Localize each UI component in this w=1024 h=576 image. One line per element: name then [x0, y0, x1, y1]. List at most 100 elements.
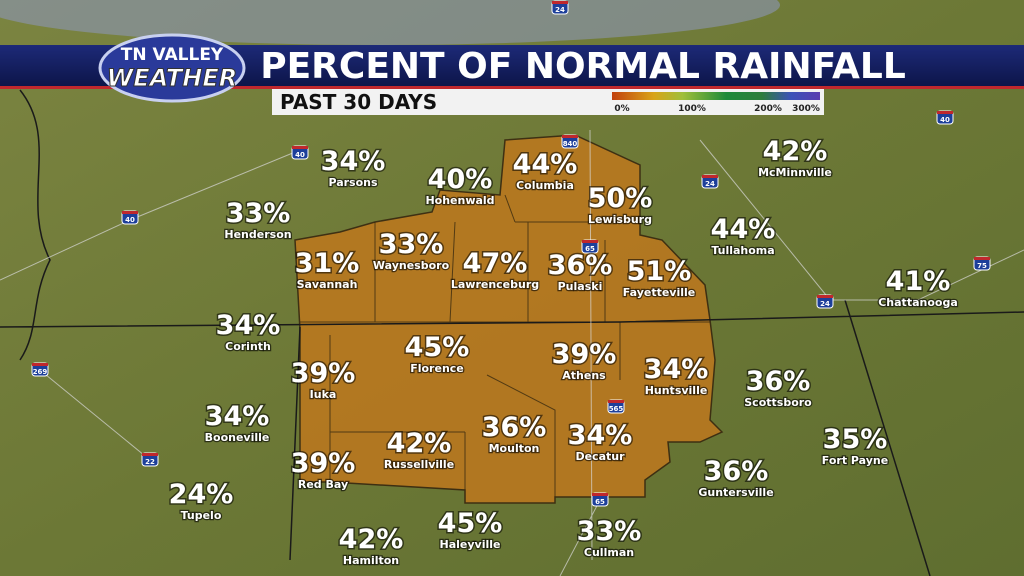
highway-number: 75 — [977, 262, 987, 270]
city-name: Lawrenceburg — [451, 278, 539, 291]
city-value: 47% — [463, 248, 528, 279]
city-name: Cullman — [584, 546, 634, 559]
city-value: 41% — [886, 266, 951, 297]
highway-number: 840 — [563, 140, 578, 148]
city-name: Florence — [410, 362, 464, 375]
legend-tick: 200% — [754, 104, 782, 114]
city-value: 50% — [588, 183, 653, 214]
highway-number: 40 — [125, 216, 135, 224]
highway-number: 24 — [820, 300, 830, 308]
city-value: 31% — [295, 248, 360, 279]
city-name: Haleyville — [440, 538, 501, 551]
legend-tick: 300% — [792, 104, 820, 114]
highway-shield-top — [608, 400, 624, 403]
city-name: Waynesboro — [373, 259, 450, 272]
state-lines — [0, 89, 1024, 576]
highway-number: 65 — [595, 498, 605, 506]
city-name: Hamilton — [343, 554, 399, 567]
legend-tick: 0% — [614, 104, 629, 114]
city-name: Tullahoma — [711, 244, 774, 257]
city-value: 34% — [644, 354, 709, 385]
city-value: 33% — [577, 516, 642, 547]
highway-shield-top — [562, 135, 578, 138]
highway-number: 24 — [705, 180, 715, 188]
city-name: Chattanooga — [878, 296, 958, 309]
subtitle: PAST 30 DAYS — [280, 90, 437, 114]
cloud-area — [0, 0, 780, 45]
highway-shield-top — [292, 146, 308, 149]
city-name: Savannah — [297, 278, 358, 291]
city-value: 39% — [552, 339, 617, 370]
highway-shield-top — [592, 493, 608, 496]
city-value: 44% — [711, 214, 776, 245]
highway-shield-top — [817, 295, 833, 298]
city-value: 34% — [205, 401, 270, 432]
highway-number: 22 — [145, 458, 155, 466]
city-name: Booneville — [205, 431, 270, 444]
city-name: Decatur — [575, 450, 625, 463]
city-value: 34% — [568, 420, 633, 451]
highway-number: 565 — [609, 405, 624, 413]
highway-shield-top — [552, 1, 568, 4]
city-name: Parsons — [328, 176, 378, 189]
highway-number: 65 — [585, 245, 595, 253]
city-name: Columbia — [516, 179, 574, 192]
city-name: Corinth — [225, 340, 271, 353]
highway-shield-top — [702, 175, 718, 178]
highway-shield-top — [122, 211, 138, 214]
legend-tick: 100% — [678, 104, 706, 114]
legend: 0% 100% 200% 300% — [614, 104, 820, 114]
city-name: Hohenwald — [425, 194, 494, 207]
city-name: Russellville — [384, 458, 454, 471]
city-name: Fort Payne — [822, 454, 888, 467]
highway-shield-top — [937, 111, 953, 114]
city-value: 39% — [291, 358, 356, 389]
city-name: Athens — [562, 369, 606, 382]
city-value: 39% — [291, 448, 356, 479]
city-value: 35% — [823, 424, 888, 455]
city-value: 42% — [763, 136, 828, 167]
city-value: 36% — [746, 366, 811, 397]
city-value: 24% — [169, 479, 234, 510]
city-value: 36% — [482, 412, 547, 443]
city-name: Scottsboro — [744, 396, 812, 409]
city-name: Moulton — [489, 442, 540, 455]
city-value: 51% — [627, 256, 692, 287]
logo-line2: WEATHER — [107, 64, 237, 92]
highway-shield-top — [974, 257, 990, 260]
highway-shield-top — [582, 240, 598, 243]
city-value: 33% — [379, 229, 444, 260]
city-name: Huntsville — [645, 384, 708, 397]
highway-number: 24 — [555, 6, 565, 14]
city-value: 40% — [428, 164, 493, 195]
city-name: Fayetteville — [623, 286, 696, 299]
title: PERCENT OF NORMAL RAINFALL — [260, 46, 906, 87]
city-value: 33% — [226, 198, 291, 229]
legend-scale — [612, 92, 820, 100]
highway-shield-top — [142, 453, 158, 456]
highway-number: 40 — [940, 116, 950, 124]
city-value: 42% — [387, 428, 452, 459]
highway-shields: 840 40 40 24 24 65 565 65 22 269 75 40 24 — [31, 0, 991, 507]
city-name: Lewisburg — [588, 213, 652, 226]
logo-line1: TN VALLEY — [121, 45, 224, 65]
city-name: Henderson — [224, 228, 291, 241]
logo — [98, 33, 246, 103]
highway-shield-top — [32, 363, 48, 366]
city-name: Tupelo — [181, 509, 222, 522]
city-value: 36% — [548, 250, 613, 281]
city-name: Red Bay — [298, 478, 348, 491]
city-value: 42% — [339, 524, 404, 555]
highway-number: 40 — [295, 151, 305, 159]
city-value: 36% — [704, 456, 769, 487]
city-value: 34% — [321, 146, 386, 177]
city-value: 34% — [216, 310, 281, 341]
county-lines — [300, 194, 710, 503]
city-name: McMinnville — [758, 166, 832, 179]
city-name: Iuka — [310, 388, 337, 401]
city-name: Pulaski — [558, 280, 603, 293]
title-bar-edge — [0, 86, 1024, 89]
city-name: Guntersville — [698, 486, 773, 499]
